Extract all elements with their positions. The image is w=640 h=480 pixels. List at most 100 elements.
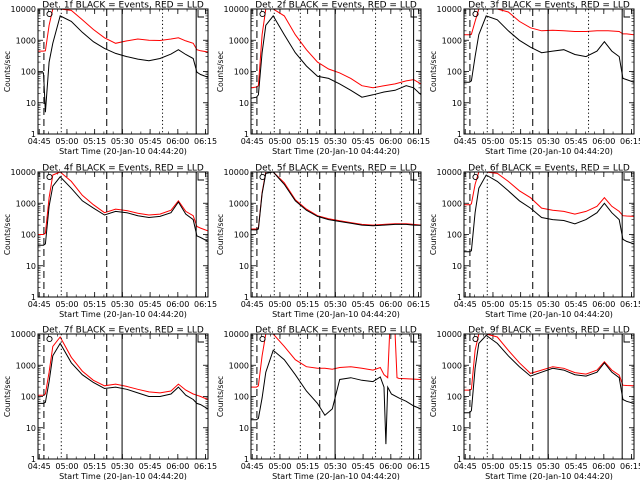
in-box-circle-marker <box>472 173 479 181</box>
plot-area <box>251 9 421 134</box>
y-tick-label: 10000 <box>224 5 249 14</box>
in-box-circle-marker <box>46 335 53 343</box>
panel-title: Det. 1f BLACK = Events, RED = LLD <box>42 1 204 11</box>
plot-frame <box>463 333 635 460</box>
x-tick-label: 05:30 <box>324 137 347 146</box>
x-tick-label: 06:00 <box>592 462 615 471</box>
x-tick-label: 06:15 <box>194 137 217 146</box>
in-box-corner-marker <box>197 173 205 181</box>
series-line-red <box>38 9 208 53</box>
x-tick-label: 05:45 <box>352 137 375 146</box>
y-tick-label: 10 <box>26 99 36 108</box>
plot-area <box>251 334 421 459</box>
x-tick-label: 05:15 <box>296 462 319 471</box>
y-tick-label: 10 <box>452 424 462 433</box>
x-tick-label: 05:00 <box>268 137 291 146</box>
plot-area <box>38 9 208 134</box>
plot-frame <box>250 8 422 135</box>
series-line-red <box>464 334 634 391</box>
x-tick-label: 05:00 <box>55 137 78 146</box>
y-tick-label: 10 <box>452 99 462 108</box>
panel-title: Det. 4f BLACK = Events, RED = LLD <box>42 164 204 174</box>
y-tick-label: 1 <box>31 455 36 464</box>
x-tick-label: 06:00 <box>592 300 615 309</box>
x-tick-label: 04:45 <box>28 300 51 309</box>
y-tick-label: 1 <box>244 130 249 139</box>
x-axis-label: Start Time (20-Jan-10 04:44:20) <box>485 472 613 480</box>
y-tick-label: 1000 <box>229 36 249 45</box>
x-tick-label: 04:45 <box>454 137 477 146</box>
y-axis-label: Counts/sec <box>429 214 438 255</box>
plot-frame <box>250 171 422 298</box>
x-tick-label: 04:45 <box>241 300 264 309</box>
y-tick-label: 100 <box>234 393 249 402</box>
y-tick-label: 1 <box>457 293 462 302</box>
in-box-corner-marker <box>623 173 631 181</box>
y-tick-label: 100 <box>447 231 462 240</box>
y-tick-label: 10 <box>239 99 249 108</box>
y-tick-label: 10 <box>26 424 36 433</box>
x-axis-label: Start Time (20-Jan-10 04:44:20) <box>59 310 187 319</box>
x-tick-label: 05:15 <box>509 137 532 146</box>
plot-area <box>464 334 634 459</box>
in-box-circle-marker <box>472 335 479 343</box>
x-tick-label: 06:15 <box>620 137 640 146</box>
y-tick-label: 10000 <box>11 5 36 14</box>
in-box-corner-marker <box>623 335 631 343</box>
panel-7: Det. 7f BLACK = Events, RED = LLD Counts/… <box>3 326 217 480</box>
series-line-red <box>464 172 634 217</box>
series-line-red <box>251 9 421 89</box>
panel-title: Det. 6f BLACK = Events, RED = LLD <box>468 164 630 174</box>
x-tick-label: 04:45 <box>28 137 51 146</box>
in-box-corner-marker <box>197 10 205 18</box>
x-axis-label: Start Time (20-Jan-10 04:44:20) <box>272 310 400 319</box>
series-line-black <box>464 174 634 253</box>
in-box-corner-marker <box>410 335 418 343</box>
series-line-black <box>251 349 421 445</box>
panel-1: Det. 1f BLACK = Events, RED = LLD Counts/… <box>3 1 217 157</box>
plot-frame <box>37 171 209 298</box>
y-tick-label: 10000 <box>224 168 249 177</box>
x-tick-label: 05:45 <box>565 137 588 146</box>
x-tick-label: 06:15 <box>620 462 640 471</box>
x-tick-label: 05:00 <box>268 300 291 309</box>
x-tick-label: 05:30 <box>324 462 347 471</box>
panel-3: Det. 3f BLACK = Events, RED = LLD Counts/… <box>429 1 640 157</box>
plot-frame <box>463 171 635 298</box>
y-tick-label: 1000 <box>229 199 249 208</box>
x-tick-label: 05:45 <box>352 462 375 471</box>
series-line-black <box>464 334 634 414</box>
in-box-circle-marker <box>259 173 266 181</box>
x-tick-label: 05:15 <box>509 462 532 471</box>
x-axis-label: Start Time (20-Jan-10 04:44:20) <box>272 472 400 480</box>
x-tick-label: 06:15 <box>194 300 217 309</box>
y-tick-label: 100 <box>447 393 462 402</box>
in-box-circle-marker <box>472 10 479 18</box>
y-tick-label: 1 <box>31 293 36 302</box>
plot-area <box>464 9 634 134</box>
x-tick-label: 05:30 <box>111 300 134 309</box>
panel-2: Det. 2f BLACK = Events, RED = LLD Counts/… <box>216 1 430 157</box>
y-tick-label: 1000 <box>16 361 36 370</box>
x-tick-label: 04:45 <box>454 300 477 309</box>
y-axis-label: Counts/sec <box>216 51 225 92</box>
x-tick-label: 06:15 <box>194 462 217 471</box>
y-tick-label: 1000 <box>442 199 462 208</box>
x-axis-label: Start Time (20-Jan-10 04:44:20) <box>59 472 187 480</box>
x-tick-label: 05:00 <box>55 462 78 471</box>
in-box-circle-marker <box>259 10 266 18</box>
x-tick-label: 05:15 <box>296 137 319 146</box>
x-tick-label: 06:15 <box>620 300 640 309</box>
x-tick-label: 05:30 <box>537 462 560 471</box>
series-line-red <box>38 336 208 400</box>
in-box-corner-marker <box>410 10 418 18</box>
series-line-black <box>38 176 208 246</box>
plot-frame <box>463 8 635 135</box>
x-tick-label: 05:00 <box>481 300 504 309</box>
y-tick-label: 100 <box>234 231 249 240</box>
panel-title: Det. 9f BLACK = Events, RED = LLD <box>468 326 630 336</box>
y-tick-label: 10 <box>239 262 249 271</box>
y-tick-label: 100 <box>21 231 36 240</box>
y-tick-label: 10000 <box>437 168 462 177</box>
